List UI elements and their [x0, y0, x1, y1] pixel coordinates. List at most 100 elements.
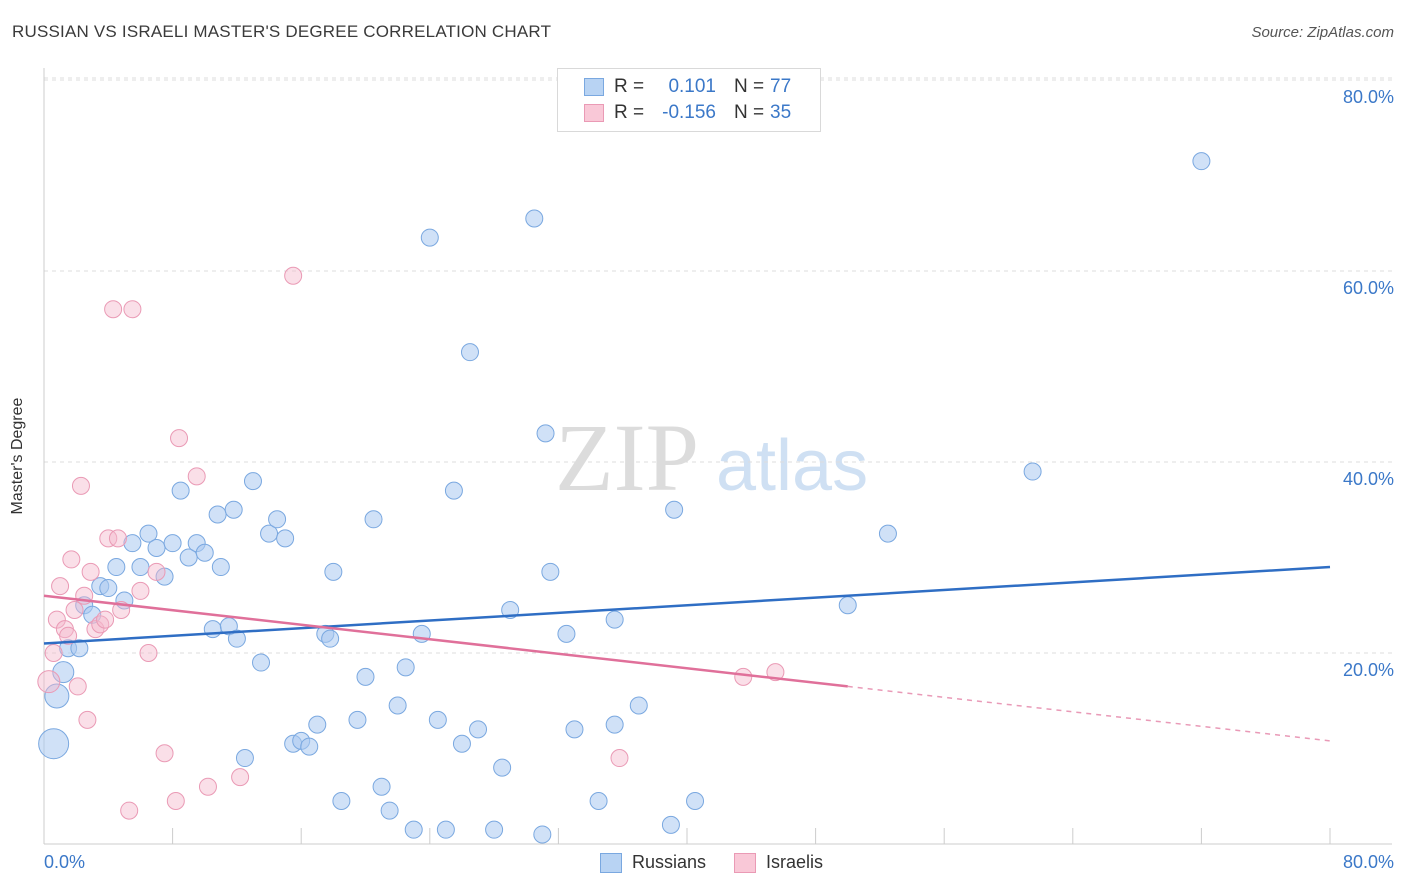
- point-russians: [420, 228, 439, 247]
- point-israelis: [59, 626, 78, 645]
- point-israelis: [96, 610, 115, 629]
- point-russians: [332, 792, 351, 811]
- legend-n-label: N =: [734, 102, 765, 123]
- point-russians: [557, 624, 576, 643]
- point-russians: [536, 424, 555, 443]
- legend-row-israelis: R = -0.156 N = 35: [584, 101, 791, 125]
- point-russians: [203, 620, 222, 639]
- chart-title: RUSSIAN VS ISRAELI MASTER'S DEGREE CORRE…: [12, 22, 552, 41]
- point-russians: [52, 661, 75, 684]
- point-russians: [195, 543, 214, 562]
- point-russians: [878, 524, 897, 543]
- trendline-russians: [43, 565, 1331, 645]
- point-russians: [300, 737, 319, 756]
- point-russians: [356, 667, 375, 686]
- point-israelis: [71, 476, 90, 495]
- point-russians: [436, 820, 455, 839]
- y-tick-40: 40.0%: [1342, 469, 1394, 489]
- point-israelis: [68, 677, 87, 696]
- point-russians: [428, 710, 447, 729]
- legend-item-russians: Russians: [600, 852, 706, 873]
- point-russians: [665, 500, 684, 519]
- point-russians: [227, 629, 246, 648]
- point-russians: [324, 562, 343, 581]
- point-russians: [268, 510, 287, 529]
- legend-swatch-russians: [584, 78, 604, 96]
- point-russians: [163, 534, 182, 553]
- point-russians: [1192, 152, 1211, 171]
- point-russians: [605, 610, 624, 629]
- point-israelis: [99, 529, 118, 548]
- point-russians: [235, 749, 254, 768]
- legend-swatch-israelis: [734, 852, 757, 873]
- x-tick-min: 0.0%: [44, 852, 86, 872]
- point-israelis: [766, 663, 785, 682]
- point-russians: [99, 579, 118, 598]
- point-israelis: [610, 749, 629, 768]
- point-russians: [208, 505, 227, 524]
- point-russians: [525, 209, 544, 228]
- point-israelis: [65, 601, 84, 620]
- watermark-zip: ZIP: [555, 404, 699, 511]
- point-russians: [493, 758, 512, 777]
- watermark-atlas: atlas: [716, 426, 868, 506]
- point-russians: [44, 683, 70, 709]
- point-russians: [139, 524, 158, 543]
- point-russians: [171, 481, 190, 500]
- point-russians: [38, 728, 70, 760]
- point-russians: [107, 558, 126, 577]
- point-russians: [485, 820, 504, 839]
- point-russians: [147, 538, 166, 557]
- point-israelis: [104, 300, 123, 319]
- point-israelis: [91, 615, 110, 634]
- y-tick-20: 20.0%: [1342, 660, 1394, 680]
- trendline-extension-israelis: [847, 685, 1331, 742]
- point-israelis: [81, 562, 100, 581]
- point-russians: [380, 801, 399, 820]
- point-russians: [452, 734, 471, 753]
- legend-item-israelis: Israelis: [734, 852, 823, 873]
- legend-r-label: R =: [614, 102, 645, 123]
- point-russians: [396, 658, 415, 677]
- point-russians: [541, 562, 560, 581]
- point-russians: [661, 815, 680, 834]
- point-israelis: [139, 644, 158, 662]
- legend-n-label: N =: [734, 76, 765, 97]
- point-russians: [469, 720, 488, 739]
- legend-swatch-israelis: [584, 104, 604, 122]
- point-israelis: [86, 620, 105, 639]
- point-russians: [308, 715, 327, 734]
- y-tick-60: 60.0%: [1342, 278, 1394, 298]
- point-israelis: [37, 670, 61, 694]
- point-israelis: [120, 801, 139, 820]
- point-israelis: [187, 467, 206, 486]
- point-russians: [372, 777, 391, 796]
- point-israelis: [198, 777, 217, 796]
- point-russians: [388, 696, 407, 715]
- legend-swatch-russians: [600, 852, 622, 873]
- point-russians: [252, 653, 271, 672]
- point-israelis: [51, 577, 70, 596]
- point-russians: [70, 639, 89, 658]
- point-israelis: [123, 300, 142, 319]
- point-israelis: [44, 644, 63, 662]
- point-russians: [211, 558, 230, 577]
- y-tick-80: 80.0%: [1342, 87, 1394, 107]
- legend-n-value: 35: [770, 102, 792, 123]
- point-israelis: [231, 768, 250, 787]
- legend-r-label: R =: [614, 76, 645, 97]
- point-israelis: [170, 429, 189, 448]
- point-israelis: [166, 792, 185, 811]
- x-tick-max: 80.0%: [1342, 852, 1394, 872]
- trendline-israelis: [43, 594, 848, 688]
- point-russians: [686, 792, 705, 811]
- point-russians: [276, 529, 295, 548]
- point-russians: [348, 710, 367, 729]
- point-russians: [629, 696, 648, 715]
- point-russians: [605, 715, 624, 734]
- point-russians: [131, 558, 150, 577]
- point-israelis: [78, 710, 97, 729]
- series-legend: Russians Israelis: [600, 852, 851, 873]
- point-russians: [321, 629, 340, 648]
